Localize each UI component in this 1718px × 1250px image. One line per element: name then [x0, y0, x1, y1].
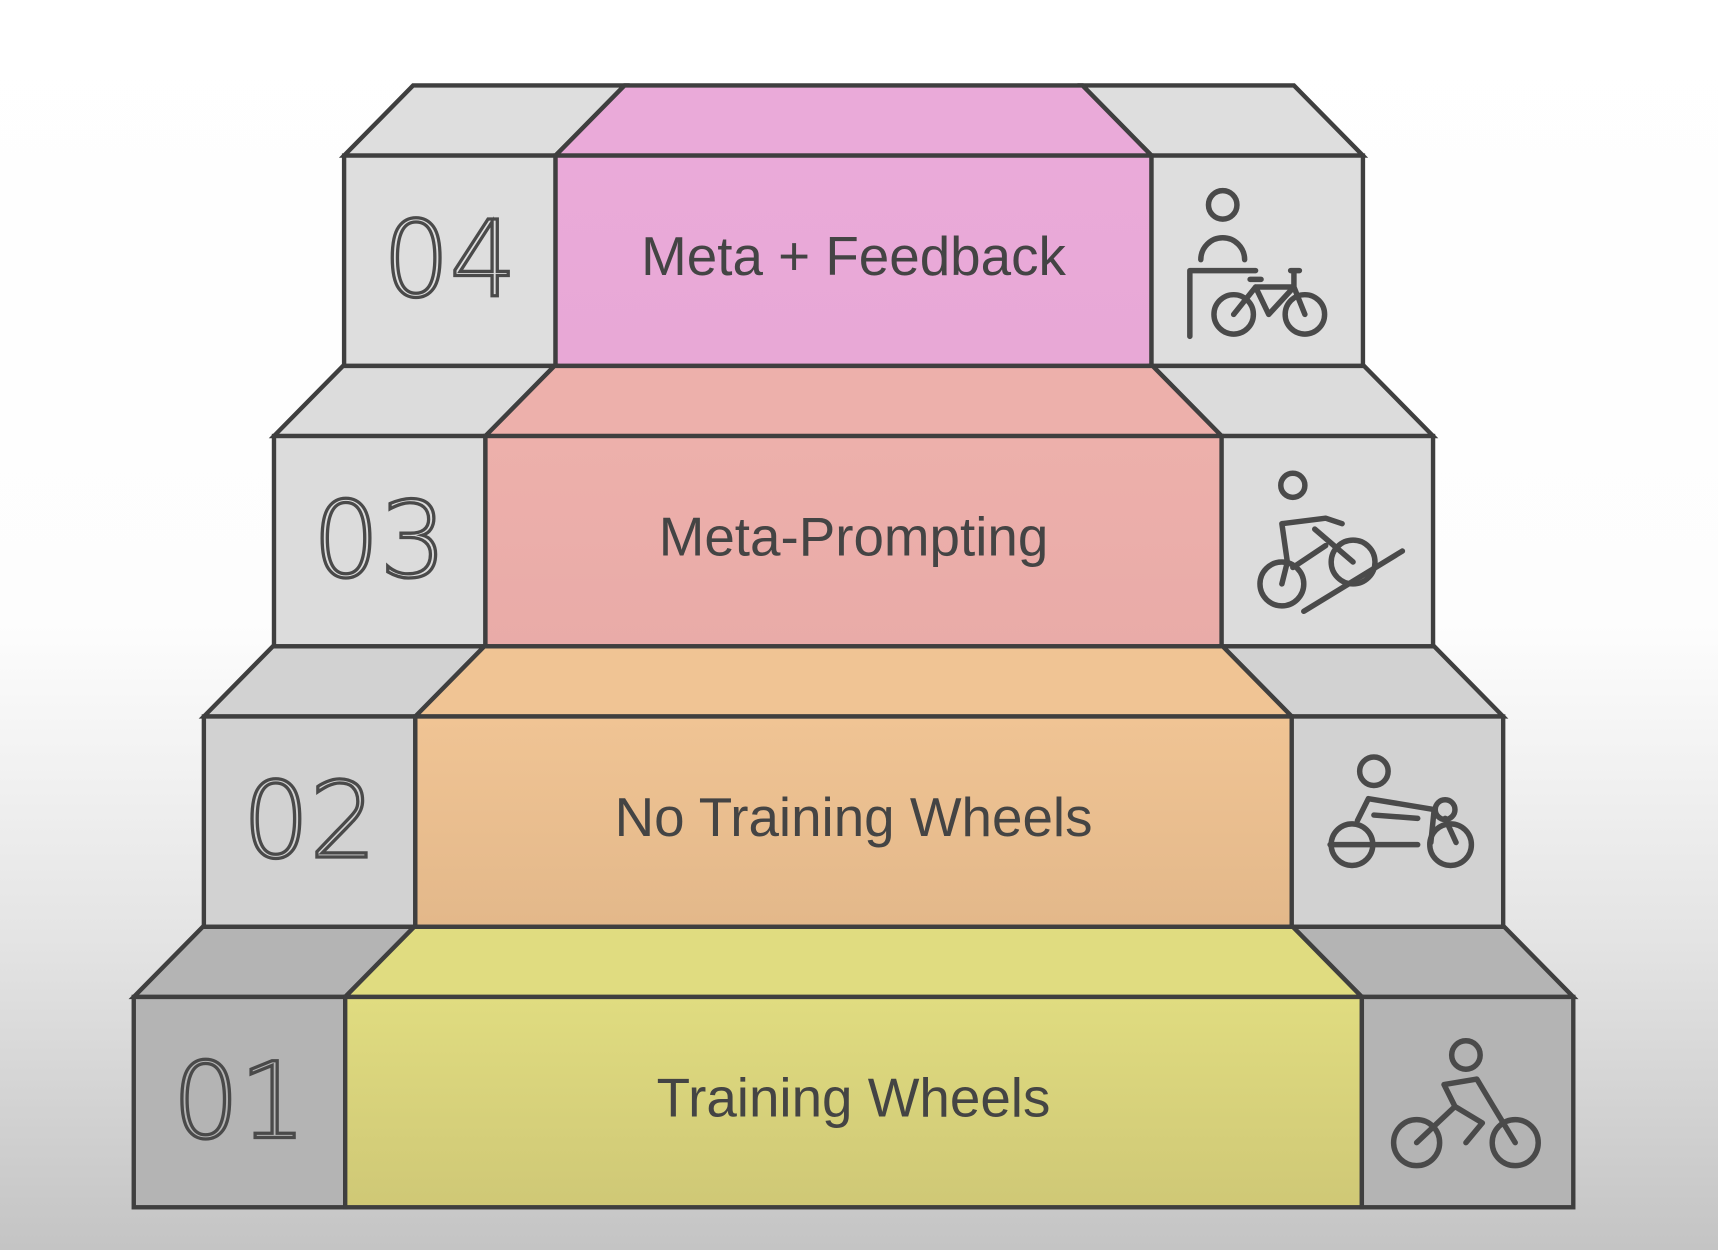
center-step-top	[480, 363, 1227, 439]
step-label: Meta-Prompting	[659, 506, 1049, 568]
icon-block	[1289, 714, 1506, 930]
cyclist-icon	[1390, 1038, 1541, 1169]
step-04: 04 Meta + Feedback	[338, 83, 1369, 369]
icon-block	[1359, 994, 1576, 1210]
center-step-front	[343, 994, 1365, 1210]
center-step-front	[483, 433, 1224, 649]
step-label: Training Wheels	[657, 1067, 1051, 1129]
step-02: 02 No Training Wheels	[198, 644, 1509, 930]
icon-block	[1149, 153, 1366, 369]
number-block	[131, 994, 348, 1210]
step-number: 03	[313, 479, 447, 602]
center-step-top	[339, 924, 1368, 1000]
step-number: 02	[243, 759, 377, 882]
step-label: Meta + Feedback	[641, 225, 1066, 287]
step-number: 01	[173, 1039, 307, 1162]
number-block	[201, 714, 418, 930]
cyclist-with-helper-icon	[1327, 754, 1475, 869]
step-label: No Training Wheels	[615, 786, 1093, 848]
center-step-front	[413, 714, 1294, 930]
step-03: 03 Meta-Prompting	[268, 363, 1439, 649]
center-step-top	[410, 644, 1297, 719]
step-number: 04	[383, 198, 517, 321]
coach-with-bicycle-icon	[1187, 187, 1328, 340]
cyclist-uphill-icon	[1257, 470, 1406, 615]
step-01: 01 Training Wheels	[128, 924, 1579, 1210]
number-block	[341, 153, 558, 369]
center-step-top	[550, 83, 1157, 158]
